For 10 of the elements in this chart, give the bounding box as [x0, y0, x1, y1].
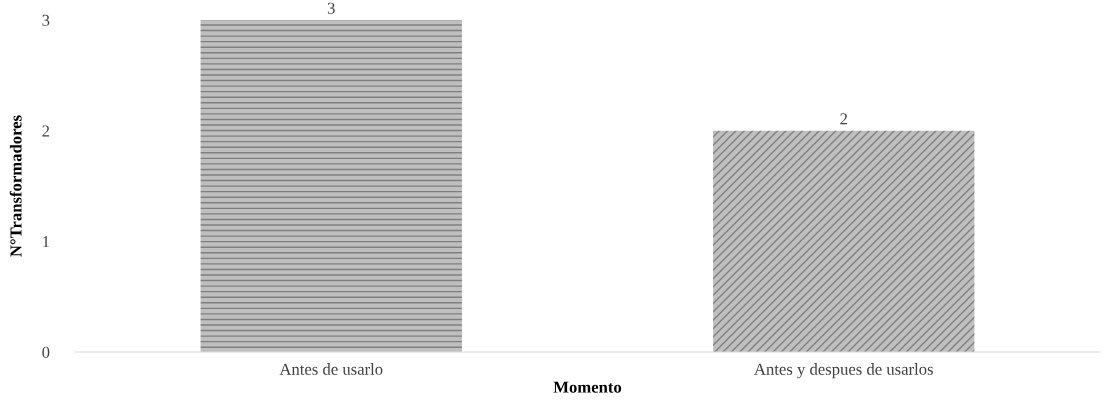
y-tick-label: 0 [42, 346, 50, 358]
x-tick-label: Antes de usarlo [279, 363, 383, 375]
data-label: 2 [840, 113, 847, 125]
data-label: 3 [327, 2, 335, 14]
x-tick-label: Antes y despues de usarlos [754, 363, 933, 379]
y-axis-title: N°Transformadores [9, 115, 22, 257]
y-tick-label: 2 [42, 125, 50, 137]
x-axis-title: Momento [553, 381, 622, 393]
y-tick-label: 1 [43, 236, 49, 248]
y-tick-label: 3 [42, 14, 50, 26]
